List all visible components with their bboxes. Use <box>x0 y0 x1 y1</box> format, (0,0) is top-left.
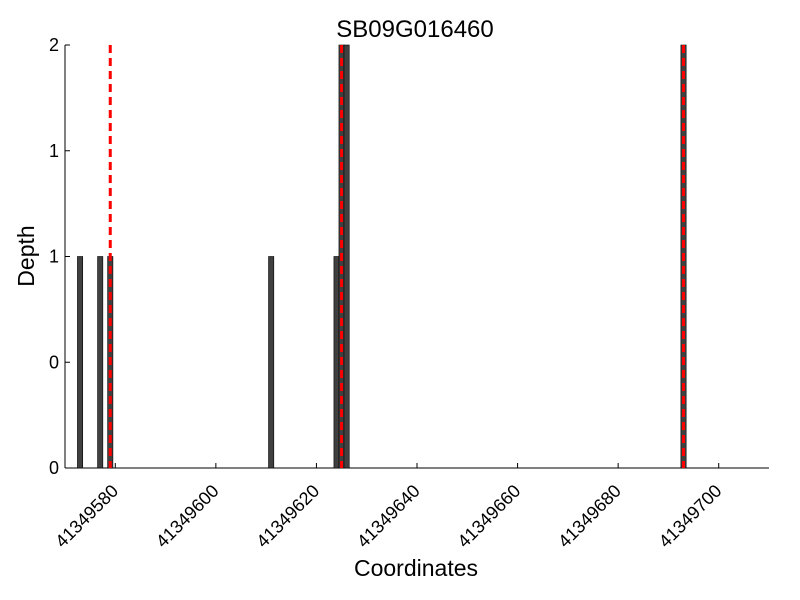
depth-bar <box>343 44 350 469</box>
x-axis-title: Coordinates <box>354 555 478 581</box>
depth-bar <box>268 256 275 469</box>
x-tick-label: 41349680 <box>554 481 625 552</box>
y-axis-title: Depth <box>13 225 39 286</box>
plot-area: 0 0 1 1 2 41349580 41349600 41349620 41349640 413… <box>49 35 769 551</box>
x-tick-label: 41349660 <box>454 481 525 552</box>
x-tick-label: 41349580 <box>51 481 122 552</box>
x-tick-label: 41349640 <box>353 481 424 552</box>
x-tick-label: 41349620 <box>252 481 323 552</box>
depth-bar <box>77 256 84 469</box>
y-tick-label: 2 <box>49 35 59 55</box>
depth-bar <box>97 256 104 469</box>
y-tick-label: 1 <box>49 141 59 161</box>
chart-title: SB09G016460 <box>336 16 493 43</box>
y-tick-label: 0 <box>49 352 59 372</box>
y-tick-label: 0 <box>49 458 59 478</box>
y-tick-label: 1 <box>49 247 59 267</box>
x-tick-label: 41349600 <box>152 481 223 552</box>
depth-bar <box>333 256 340 469</box>
x-tick-label: 41349700 <box>655 481 726 552</box>
